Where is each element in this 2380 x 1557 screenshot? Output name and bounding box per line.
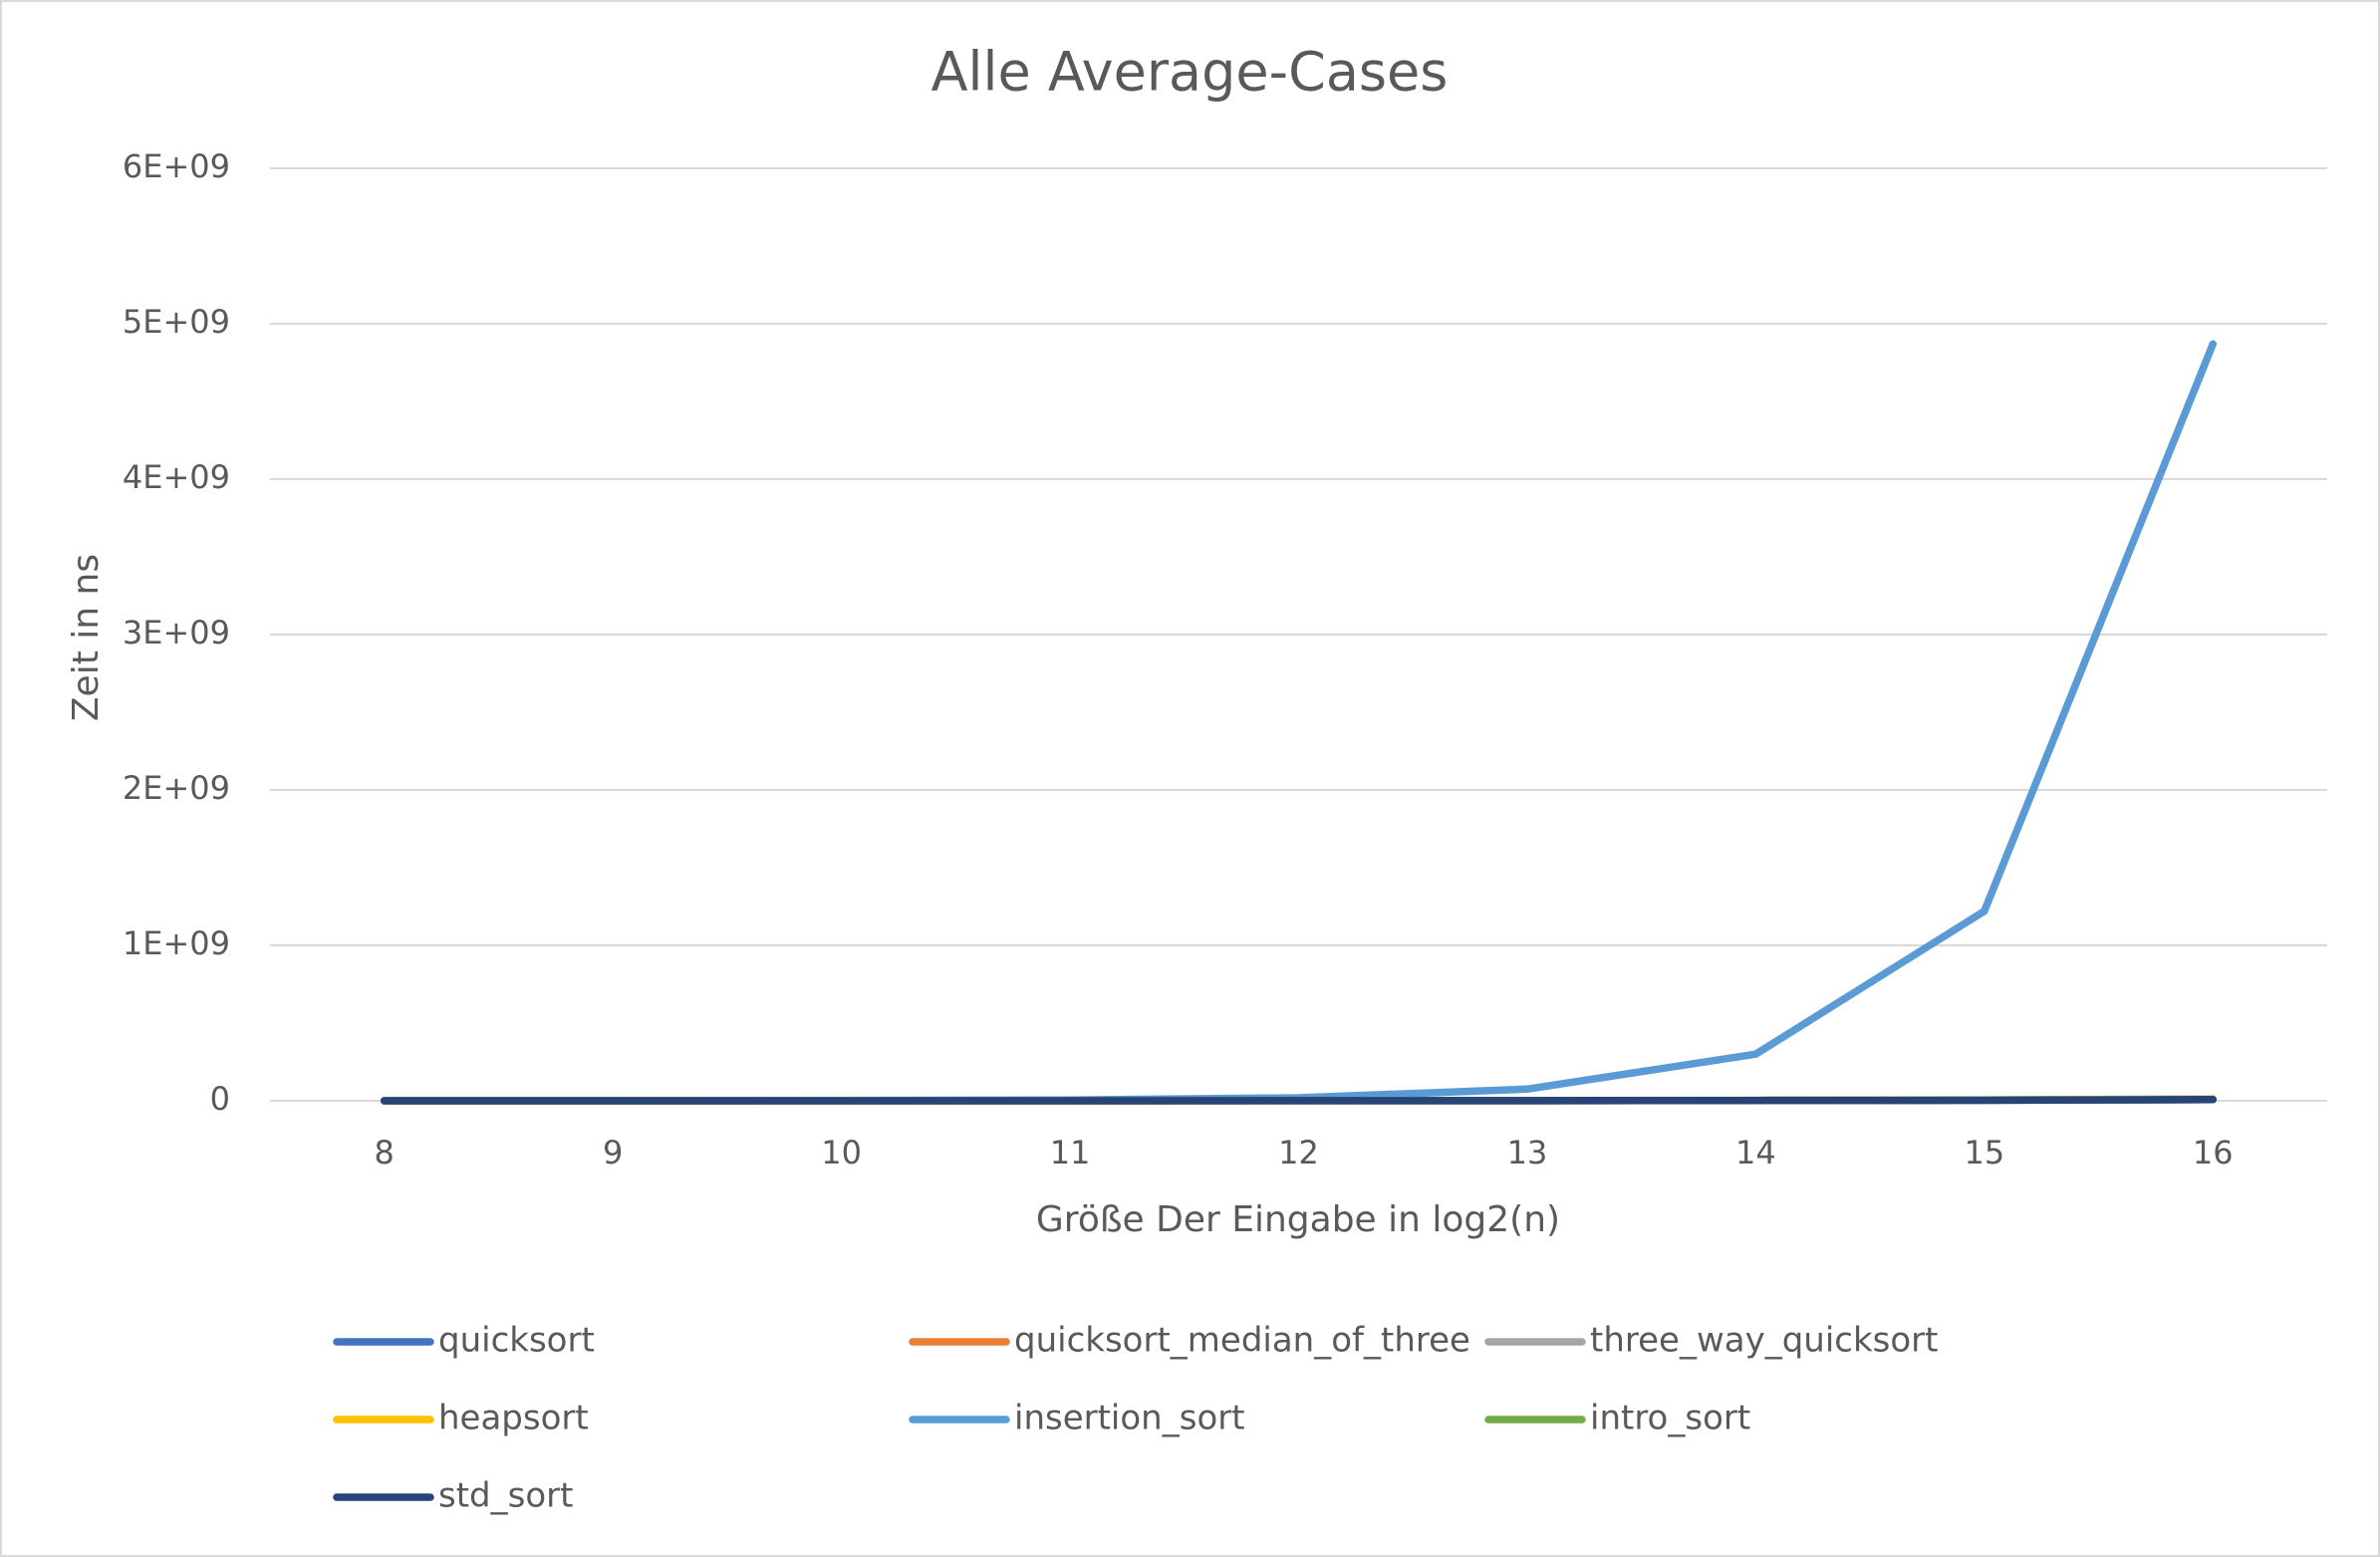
series-line (380, 1096, 2218, 1105)
y-axis-label: Zeit in ns (66, 554, 107, 721)
x-tick-label: 12 (1278, 1134, 1319, 1171)
legend-label: heapsort (438, 1399, 589, 1438)
legend-label: intro_sort (1590, 1399, 1750, 1438)
x-tick-label: 14 (1735, 1134, 1776, 1171)
x-tick-label: 15 (1964, 1134, 2004, 1171)
x-tick-label: 10 (821, 1134, 862, 1171)
x-axis-label: Größe Der Eingabe in log2(n) (1036, 1199, 1560, 1240)
x-tick-label: 16 (2193, 1134, 2234, 1171)
legend-label: quicksort (438, 1321, 595, 1361)
y-tick-label: 5E+09 (123, 303, 230, 341)
legend-label: std_sort (438, 1476, 573, 1516)
y-tick-label: 6E+09 (123, 147, 230, 185)
legend-label: quicksort_median_of_three (1014, 1321, 1470, 1361)
y-tick-label: 3E+09 (123, 614, 230, 651)
legend-label: three_way_quicksort (1590, 1321, 1939, 1361)
y-tick-label: 1E+09 (123, 924, 230, 962)
x-tick-label: 8 (375, 1134, 395, 1171)
y-tick-label: 4E+09 (123, 458, 230, 496)
x-tick-label: 13 (1507, 1134, 1548, 1171)
x-tick-label: 11 (1050, 1134, 1091, 1171)
y-tick-label: 2E+09 (123, 769, 230, 807)
y-tick-label: 0 (210, 1080, 230, 1118)
x-tick-label: 9 (603, 1134, 623, 1171)
legend-label: insertion_sort (1014, 1399, 1245, 1438)
chart-title: Alle Average-Cases (931, 41, 1449, 104)
